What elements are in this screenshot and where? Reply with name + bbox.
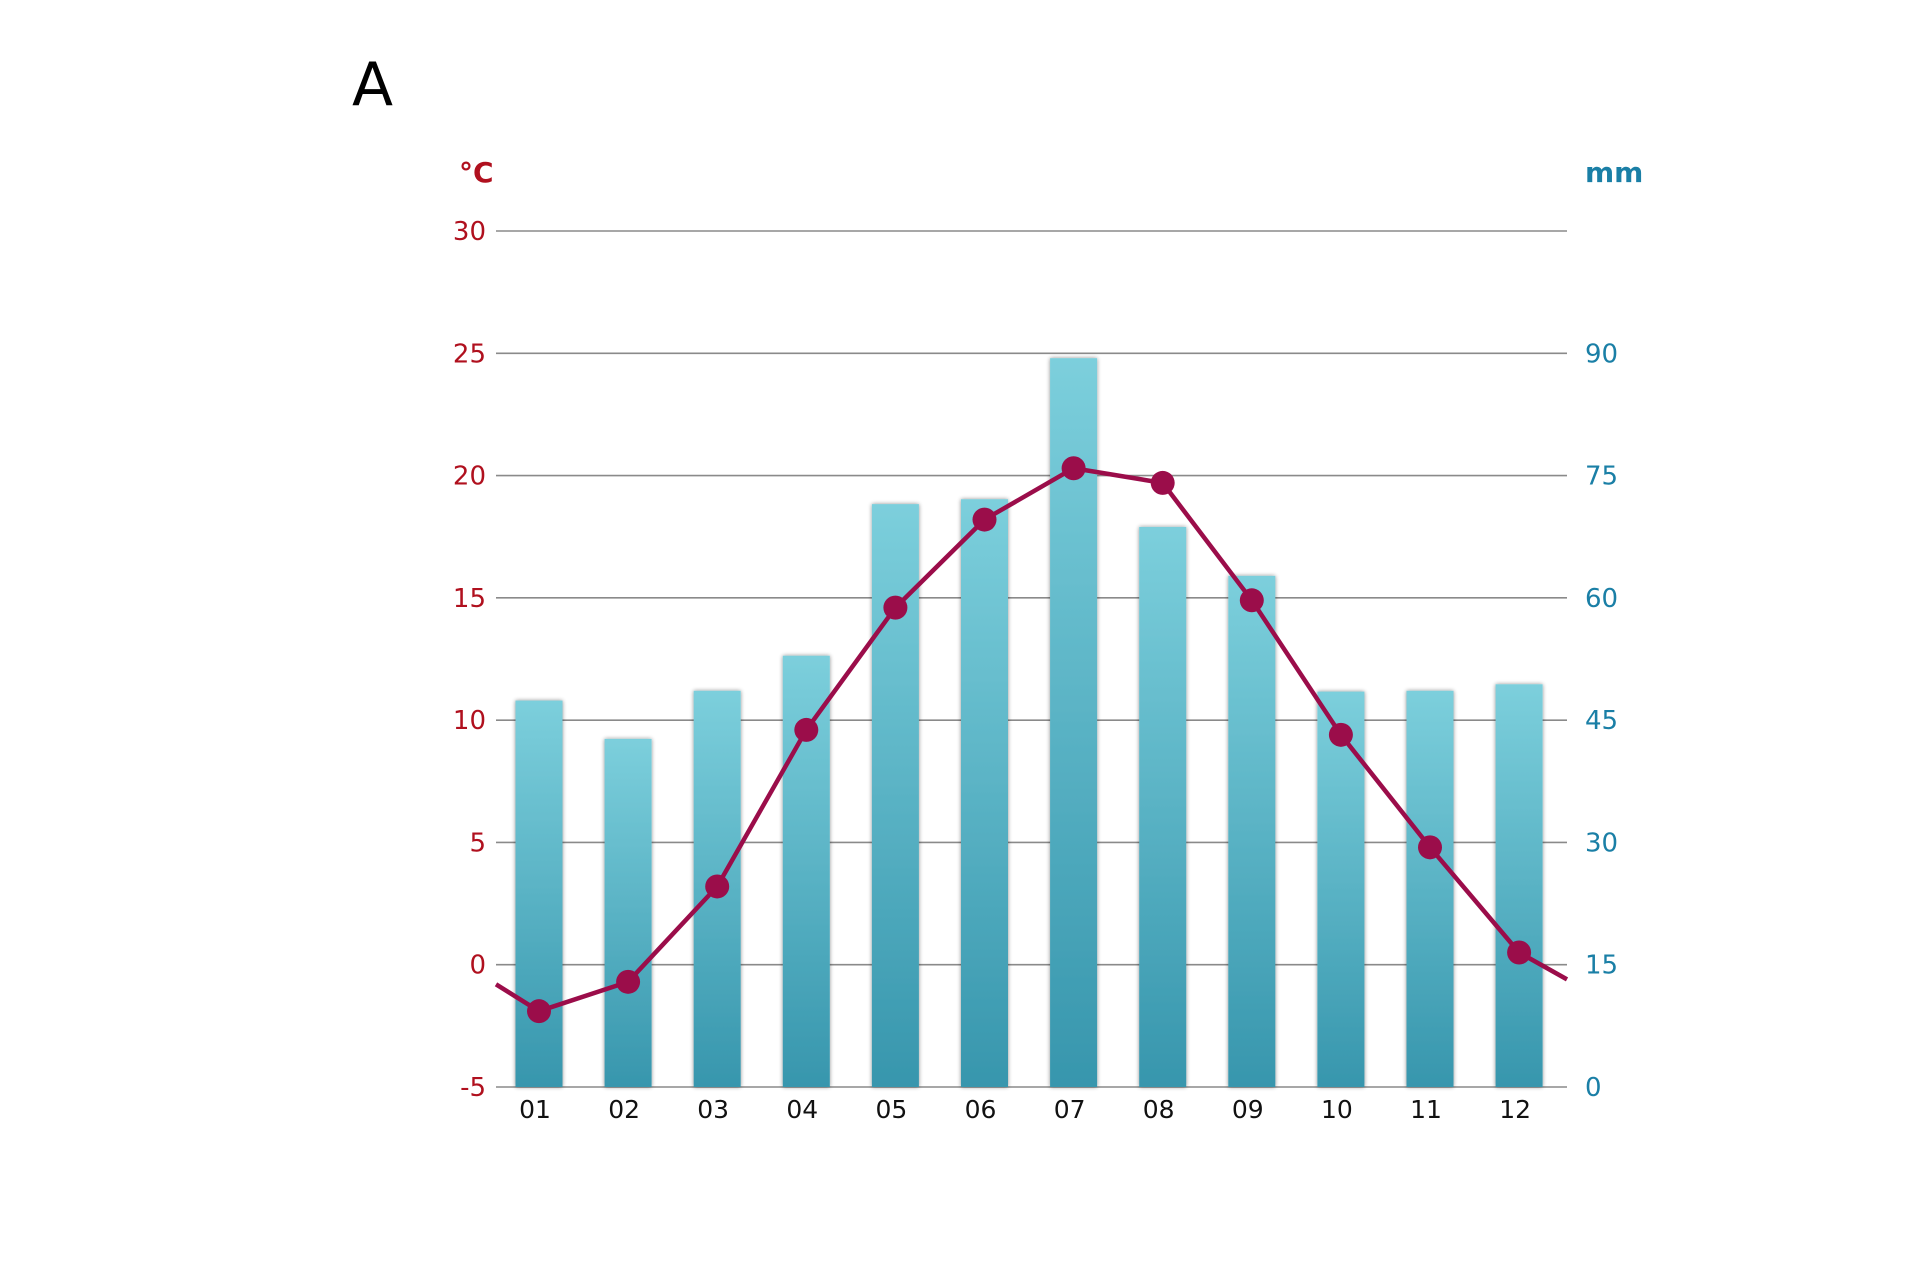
left-tick-label: 10 xyxy=(453,706,486,736)
month-label: 06 xyxy=(965,1095,997,1124)
left-tick-label: -5 xyxy=(460,1073,486,1103)
temperature-point xyxy=(1328,722,1353,747)
month-label: 08 xyxy=(1143,1095,1175,1124)
month-label: 04 xyxy=(786,1095,818,1124)
precipitation-bar xyxy=(604,738,652,1087)
left-tick-label: 5 xyxy=(469,828,486,858)
temperature-point xyxy=(794,717,819,742)
temperature-point xyxy=(883,595,908,620)
right-tick-label: 15 xyxy=(1585,951,1618,981)
temperature-point xyxy=(1150,470,1175,495)
temperature-point xyxy=(1507,940,1532,965)
month-label: 01 xyxy=(519,1095,551,1124)
month-label: 03 xyxy=(697,1095,729,1124)
left-axis-unit: °C xyxy=(459,156,494,189)
right-tick-label: 0 xyxy=(1585,1073,1602,1103)
right-tick-label: 60 xyxy=(1585,584,1618,614)
right-axis-unit: mm xyxy=(1585,156,1643,189)
left-tick-label: 20 xyxy=(453,462,486,492)
month-label: 11 xyxy=(1410,1095,1442,1124)
left-tick-label: 25 xyxy=(453,339,486,369)
month-label: 02 xyxy=(608,1095,640,1124)
month-label: 07 xyxy=(1054,1095,1086,1124)
month-label: 09 xyxy=(1232,1095,1264,1124)
precipitation-bar xyxy=(1317,691,1365,1087)
temperature-point xyxy=(1061,456,1086,481)
temperature-point xyxy=(527,999,551,1024)
temperature-point xyxy=(705,874,730,899)
month-label: 05 xyxy=(875,1095,907,1124)
temperature-point xyxy=(616,969,641,994)
precipitation-bar xyxy=(1495,684,1543,1087)
temperature-point xyxy=(1239,588,1264,613)
left-tick-label: 15 xyxy=(453,584,486,614)
right-tick-label: 75 xyxy=(1585,462,1618,492)
right-tick-label: 45 xyxy=(1585,706,1618,736)
temperature-point xyxy=(972,507,997,532)
precipitation-bar xyxy=(1228,575,1276,1087)
month-label: 10 xyxy=(1321,1095,1353,1124)
precipitation-bar xyxy=(1406,690,1454,1087)
temperature-point xyxy=(1418,835,1442,860)
left-tick-label: 0 xyxy=(469,951,486,981)
left-tick-label: 30 xyxy=(453,217,486,247)
precipitation-bar xyxy=(961,499,1008,1087)
month-label: 12 xyxy=(1499,1095,1531,1124)
temperature-line xyxy=(494,465,1569,1014)
right-tick-label: 90 xyxy=(1585,339,1618,369)
panel-label: A xyxy=(352,50,393,120)
precipitation-bar xyxy=(515,700,563,1087)
precipitation-bar xyxy=(1139,526,1187,1087)
right-tick-label: 30 xyxy=(1585,828,1618,858)
